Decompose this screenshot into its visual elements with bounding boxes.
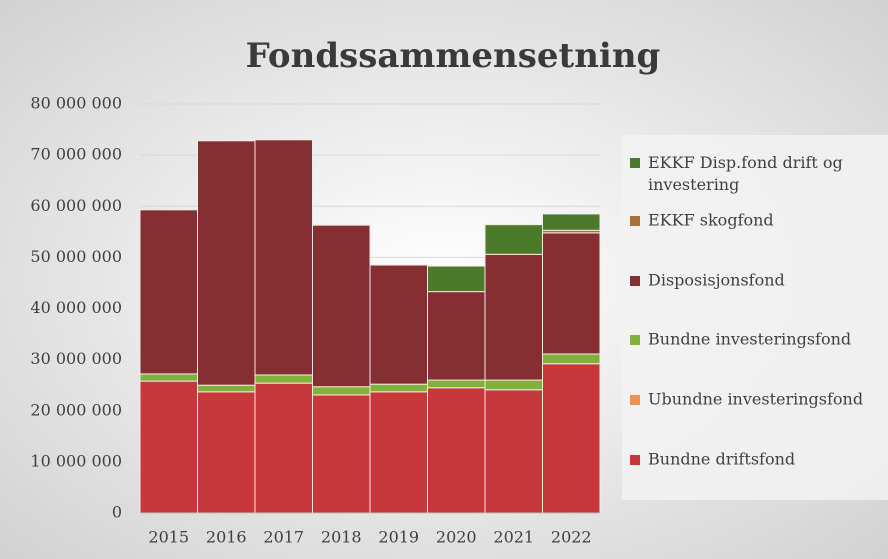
bar-segment [484, 389, 543, 514]
legend-swatch [630, 276, 640, 286]
bar-segment [369, 264, 428, 385]
x-tick-label: 2021 [493, 528, 534, 547]
legend-box [622, 135, 888, 500]
bar-segment [254, 139, 313, 376]
bar-segment [312, 386, 371, 396]
legend-label: Disposisjonsfond [648, 271, 785, 290]
legend-label: Ubundne investeringsfond [648, 390, 863, 409]
legend-swatch [630, 455, 640, 465]
bar-segment [369, 383, 428, 393]
y-tick-label: 70 000 000 [30, 145, 122, 164]
x-tick-label: 2018 [321, 528, 362, 547]
legend-label: EKKF Disp.fond drift og investering [648, 153, 843, 194]
bar-segment [312, 394, 371, 514]
bar-segment [542, 353, 601, 365]
y-tick-label: 30 000 000 [30, 349, 122, 368]
chart-title: Fondssammensetning [246, 36, 661, 76]
bar-segment [197, 391, 256, 514]
y-tick-label: 10 000 000 [30, 451, 122, 470]
bar-segment [427, 265, 486, 293]
bar-segment [369, 391, 428, 514]
bar-segment [254, 374, 313, 384]
bar-segment [427, 387, 486, 514]
bar-segment [484, 379, 543, 391]
x-tick-label: 2017 [263, 528, 304, 547]
bar-segment [427, 291, 486, 381]
bar-segment [197, 140, 256, 386]
bar-segment [484, 224, 543, 255]
bar-segment [197, 384, 256, 393]
legend-swatch [630, 395, 640, 405]
bar-segment [542, 363, 601, 514]
legend-swatch [630, 335, 640, 345]
legend-swatch [630, 216, 640, 226]
x-tick-label: 2016 [206, 528, 247, 547]
legend-label: EKKF skogfond [648, 211, 774, 230]
bar-segment [542, 213, 601, 231]
y-tick-label: 80 000 000 [30, 94, 122, 113]
legend-swatch [630, 158, 640, 168]
x-tick-label: 2015 [148, 528, 189, 547]
x-tick-label: 2019 [378, 528, 419, 547]
bar-segment [139, 380, 198, 514]
bar-segment [139, 209, 198, 375]
bar-segment [484, 253, 543, 381]
y-tick-label: 0 [112, 503, 122, 522]
bar-segment [542, 232, 601, 355]
legend-label: Bundne driftsfond [648, 450, 795, 469]
bar-segment [139, 373, 198, 382]
x-tick-label: 2020 [436, 528, 477, 547]
bar-segment [254, 382, 313, 514]
y-tick-label: 60 000 000 [30, 196, 122, 215]
x-tick-label: 2022 [551, 528, 592, 547]
y-tick-label: 50 000 000 [30, 247, 122, 266]
y-tick-label: 40 000 000 [30, 298, 122, 317]
legend-label: Bundne investeringsfond [648, 330, 851, 349]
bar-segment [427, 379, 486, 389]
y-tick-label: 20 000 000 [30, 400, 122, 419]
bar-segment [312, 224, 371, 388]
